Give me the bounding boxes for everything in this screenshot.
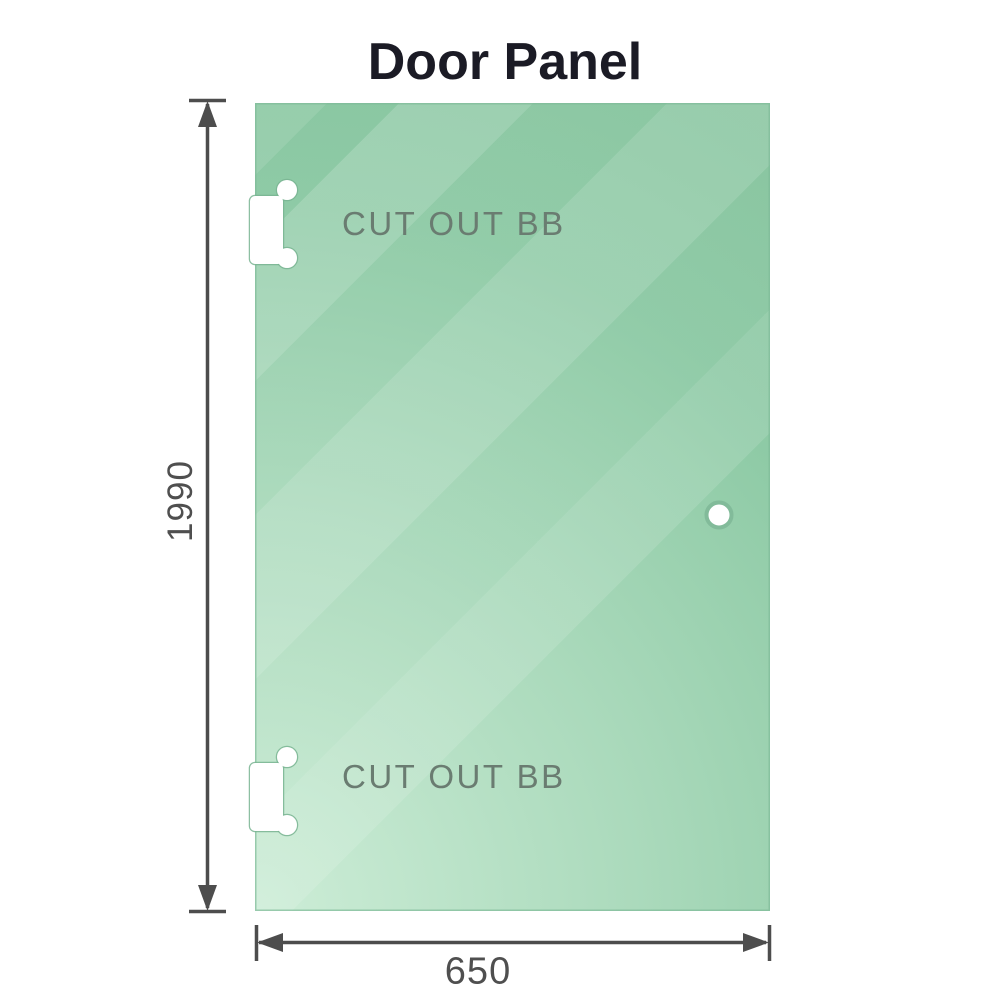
hinge-cutout-bottom bbox=[248, 745, 299, 837]
handle-hole bbox=[704, 500, 734, 530]
diagram-title: Door Panel bbox=[367, 33, 643, 91]
cutout-top-label: CUT OUT BB bbox=[342, 205, 566, 242]
width-dimension-label: 650 bbox=[444, 950, 512, 993]
height-dimension-line bbox=[189, 98, 226, 914]
hinge-cutout-top bbox=[248, 178, 299, 270]
cutout-bottom-label: CUT OUT BB bbox=[342, 758, 566, 795]
door-panel bbox=[255, 103, 770, 911]
height-dimension-label: 1990 bbox=[161, 460, 200, 542]
width-dimension-line bbox=[254, 925, 772, 961]
